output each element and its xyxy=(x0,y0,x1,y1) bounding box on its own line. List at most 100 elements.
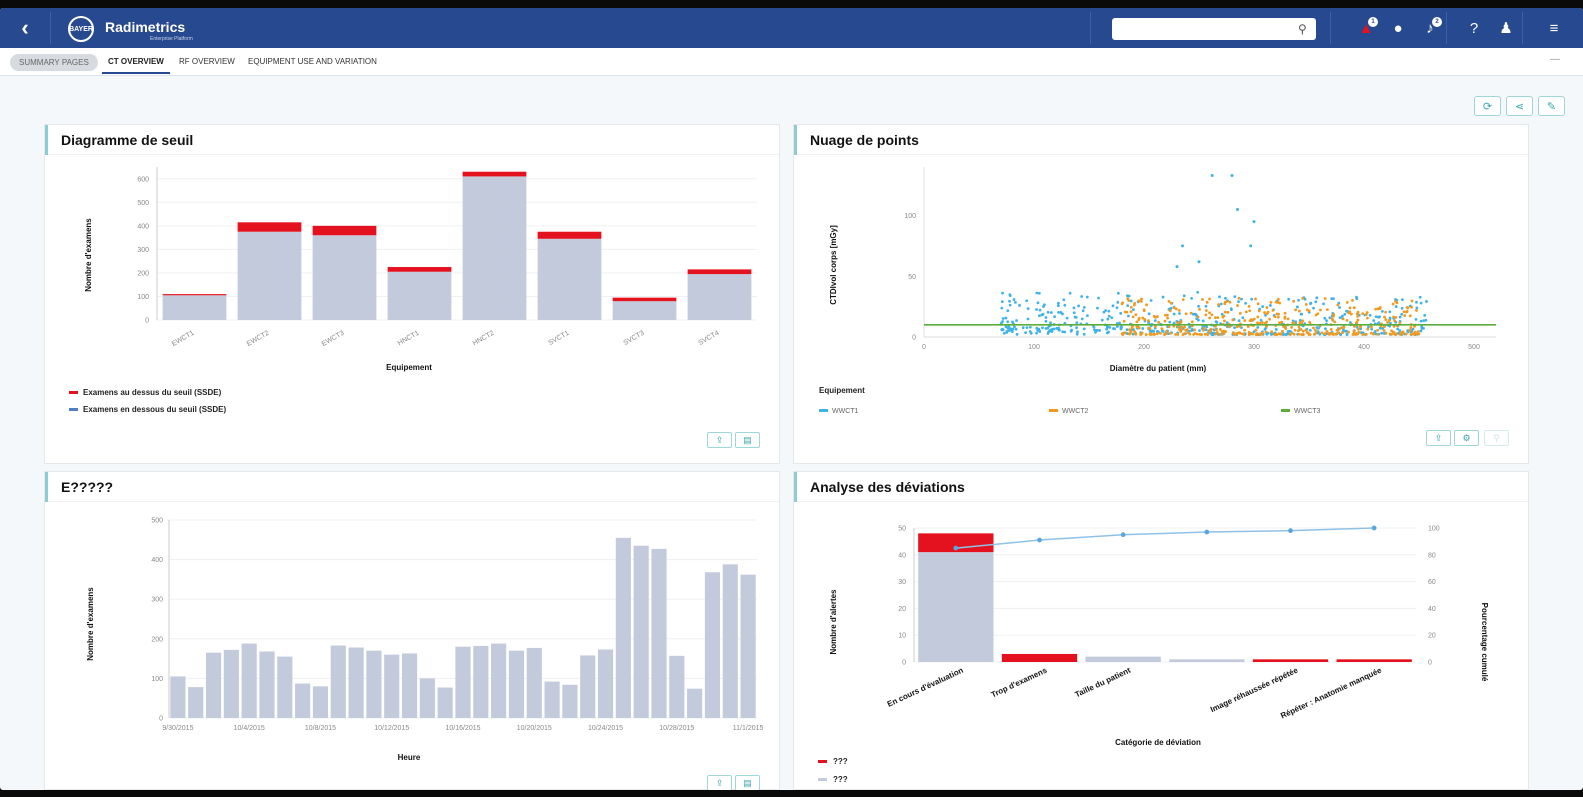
scatter-point-wwct1 xyxy=(1036,329,1040,332)
legend-wwct2-label[interactable]: WWCT2 xyxy=(1062,408,1089,415)
scatter-point-wwct1 xyxy=(1252,330,1256,334)
scatter-point-wwct1 xyxy=(1038,308,1042,312)
tab-equipment-use[interactable]: EQUIPMENT USE AND VARIATION xyxy=(248,57,377,66)
scatter-point-wwct1 xyxy=(1057,327,1061,331)
legend-above-label[interactable]: Examens au dessus du seuil (SSDE) xyxy=(83,388,222,397)
menu-icon[interactable]: ≡ xyxy=(1549,19,1559,37)
deviation-pareto-chart: 0 10 20 30 40 50 0 20 40 60 80 100 En cours d'éval… xyxy=(818,526,1489,784)
bell-icon[interactable]: ♪ xyxy=(1426,19,1434,37)
scatter-point-wwct1 xyxy=(1004,325,1008,328)
scatter-point-wwct2 xyxy=(1221,315,1225,319)
legend-wwct1-label[interactable]: WWCT1 xyxy=(832,408,859,415)
scatter-point-wwct2 xyxy=(1167,325,1171,329)
legend-wwct3-label[interactable]: WWCT3 xyxy=(1294,408,1321,415)
bar-above-threshold xyxy=(162,294,227,296)
scatter-point-wwct2 xyxy=(1304,303,1308,306)
scatter-point-wwct2 xyxy=(1218,333,1222,336)
panel-accent xyxy=(794,472,797,502)
hourly-bar xyxy=(295,683,311,718)
scatter-point-wwct1 xyxy=(1125,294,1129,298)
scatter-point-wwct1 xyxy=(1380,309,1384,313)
x-axis-title: Equipement xyxy=(386,363,432,372)
scatter-point-wwct2 xyxy=(1176,321,1179,325)
scatter-point-wwct1 xyxy=(1218,295,1221,299)
scatter-point-wwct1 xyxy=(1069,329,1073,333)
scatter-point-wwct2 xyxy=(1152,332,1156,336)
back-icon[interactable]: ‹ xyxy=(21,15,29,40)
collapse-icon[interactable]: — xyxy=(1550,54,1560,65)
export-image-button[interactable]: ⇪ xyxy=(707,432,732,448)
search-icon[interactable]: ⚲ xyxy=(1298,22,1307,36)
share-button[interactable]: ⋖ xyxy=(1506,96,1533,116)
scatter-point-wwct1 xyxy=(1196,290,1200,294)
scatter-point-wwct2 xyxy=(1297,325,1301,329)
deviation-chart-panel: Analyse des déviations 0 10 20 30 40 50 0 20 40… xyxy=(793,471,1529,790)
scatter-point-wwct2 xyxy=(1394,299,1397,303)
tab-ct-overview[interactable]: CT OVERVIEW xyxy=(108,57,164,66)
bar-below-threshold xyxy=(537,238,602,320)
user-icon[interactable]: ♟ xyxy=(1499,20,1513,37)
scatter-point-wwct1 xyxy=(1345,309,1348,313)
export-image-button[interactable]: ⇪ xyxy=(707,775,732,790)
legend-2-label[interactable]: ??? xyxy=(833,775,848,784)
scatter-point-wwct1 xyxy=(1342,328,1345,332)
x-tick-label: EWCT2 xyxy=(246,330,271,348)
legend-1-label[interactable]: ??? xyxy=(833,757,848,766)
scatter-point-wwct2 xyxy=(1165,330,1168,333)
scatter-point-wwct1 xyxy=(1233,326,1236,330)
scatter-point-wwct1 xyxy=(1119,311,1123,315)
scatter-point-wwct2 xyxy=(1270,330,1274,334)
breadcrumb-summary-pages[interactable]: SUMMARY PAGES xyxy=(10,54,98,71)
refresh-button[interactable]: ⟳ xyxy=(1474,96,1501,116)
scatter-point-wwct2 xyxy=(1214,328,1218,332)
x-tick-label: EWCT3 xyxy=(321,330,346,348)
scatter-point-wwct2 xyxy=(1366,316,1369,320)
help-icon[interactable]: ? xyxy=(1469,19,1479,37)
scatter-point-wwct1 xyxy=(1215,320,1219,324)
scatter-point-wwct2 xyxy=(1356,314,1360,318)
scatter-point-wwct1 xyxy=(1419,319,1423,323)
scatter-point-wwct1 xyxy=(1075,321,1079,325)
scatter-point-wwct2 xyxy=(1384,318,1388,322)
scatter-point-wwct1 xyxy=(1147,312,1151,316)
scatter-point-wwct2 xyxy=(1208,297,1211,301)
scatter-point-wwct1 xyxy=(1000,327,1004,331)
y-axis-title: Nombre d'examens xyxy=(86,587,95,661)
scatter-point-wwct2 xyxy=(1263,311,1266,314)
scatter-point-wwct1 xyxy=(1377,321,1381,325)
export-table-button[interactable]: ▤ xyxy=(735,775,760,790)
zoom-button[interactable]: ⚲ xyxy=(1484,430,1509,446)
scatter-point-wwct1 xyxy=(1328,316,1332,320)
export-table-button[interactable]: ▤ xyxy=(735,432,760,448)
settings-button[interactable]: ⚙ xyxy=(1454,430,1479,446)
panel-accent xyxy=(45,125,48,155)
alert-triangle-icon[interactable]: ▲ xyxy=(1358,19,1374,37)
scatter-point-wwct1 xyxy=(1021,326,1025,330)
search-input[interactable] xyxy=(1112,18,1316,40)
scatter-point-wwct2 xyxy=(1308,320,1312,324)
edit-button[interactable]: ✎ xyxy=(1538,96,1565,116)
scatter-point-wwct2 xyxy=(1292,299,1296,303)
panel-title: Analyse des déviations xyxy=(810,479,965,495)
scatter-point-wwct2 xyxy=(1278,321,1281,325)
scatter-point-wwct1 xyxy=(1345,332,1349,336)
x-tick-label: SVCT1 xyxy=(547,330,570,347)
scatter-point-wwct2 xyxy=(1330,317,1334,320)
scatter-point-wwct2 xyxy=(1198,307,1201,311)
scatter-point-wwct2 xyxy=(1383,315,1386,319)
record-icon[interactable]: ● xyxy=(1393,19,1403,37)
scatter-point-wwct2 xyxy=(1166,316,1169,320)
legend-below-label[interactable]: Examens en dessous du seuil (SSDE) xyxy=(83,405,226,414)
y-tick-label: 100 xyxy=(904,213,916,220)
scatter-point-wwct2 xyxy=(1410,299,1414,303)
scatter-point-wwct2 xyxy=(1290,331,1294,335)
scatter-point-wwct1 xyxy=(1182,294,1186,298)
scatter-point-wwct2 xyxy=(1206,333,1210,336)
active-tab-indicator xyxy=(102,72,170,74)
export-image-button[interactable]: ⇪ xyxy=(1426,430,1451,446)
scatter-point-wwct2 xyxy=(1149,332,1152,335)
tab-rf-overview[interactable]: RF OVERVIEW xyxy=(179,57,235,66)
scatter-point-wwct1 xyxy=(1000,321,1003,325)
bar-below-threshold xyxy=(162,295,227,320)
legend-title: Equipement xyxy=(819,386,865,395)
